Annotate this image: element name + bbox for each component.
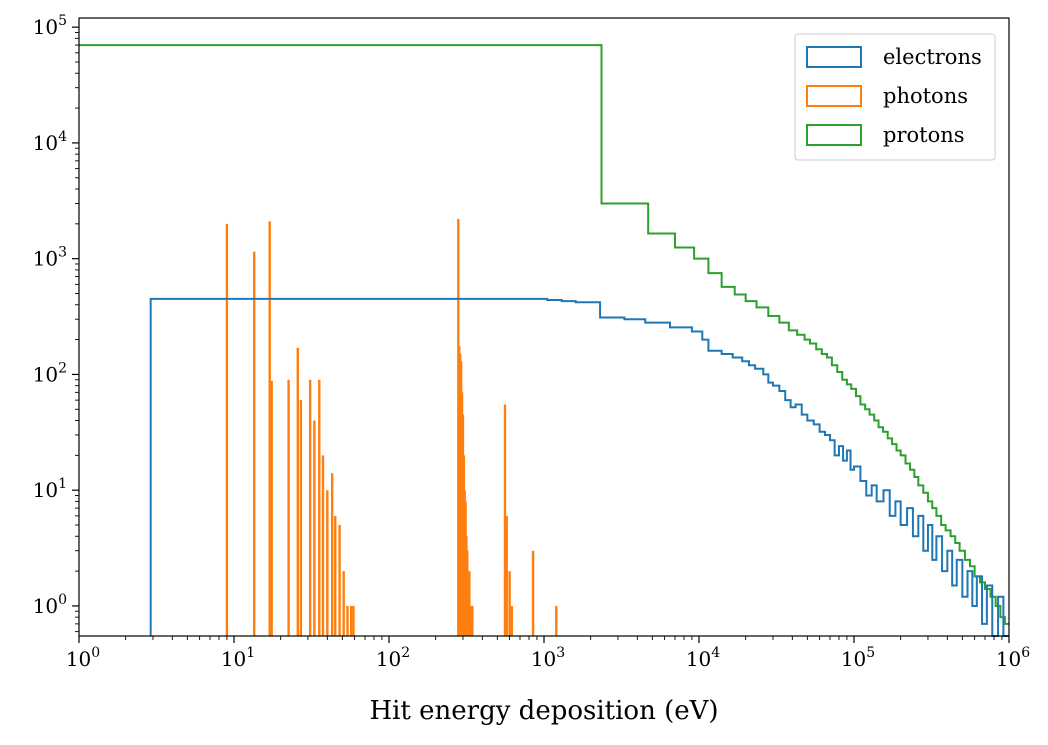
series-layer (79, 44, 1009, 637)
minor-ticks (75, 32, 1003, 640)
x-tick-label: 104 (686, 645, 720, 671)
x-tick-label: 102 (376, 645, 410, 671)
x-tick-label: 106 (996, 645, 1030, 671)
legend-swatch-electrons (806, 46, 862, 68)
y-tick-label: 104 (33, 129, 67, 155)
legend-swatch-protons (806, 124, 862, 146)
y-tick-label: 101 (33, 476, 67, 502)
legend-item-protons: protons (806, 123, 965, 147)
y-tick-label: 102 (33, 360, 67, 386)
x-tick-label: 100 (66, 645, 100, 671)
x-tick-label: 103 (531, 645, 565, 671)
legend-label-protons: protons (883, 123, 965, 147)
series-electrons (149, 297, 1009, 637)
x-tick-label: 105 (841, 645, 875, 671)
x-tick-label: 101 (221, 645, 255, 671)
y-axis-ticks: 100 101 102 103 104 105 (33, 13, 79, 618)
legend-item-photons: photons (806, 84, 968, 108)
y-tick-label: 105 (33, 13, 67, 39)
legend-item-electrons: electrons (806, 45, 982, 69)
legend-label-electrons: electrons (883, 45, 982, 69)
legend-label-photons: photons (883, 84, 968, 108)
y-tick-label: 100 (33, 592, 67, 618)
series-photons (225, 219, 558, 636)
x-axis-ticks: 100 101 102 103 104 105 106 (66, 636, 1030, 671)
y-tick-label: 103 (33, 245, 67, 271)
legend-box (794, 33, 996, 161)
legend-swatch-photons (806, 85, 862, 107)
series-protons (79, 44, 1009, 625)
legend: electrons photons protons (794, 33, 996, 161)
x-axis-label: Hit energy deposition (eV) (369, 696, 718, 726)
